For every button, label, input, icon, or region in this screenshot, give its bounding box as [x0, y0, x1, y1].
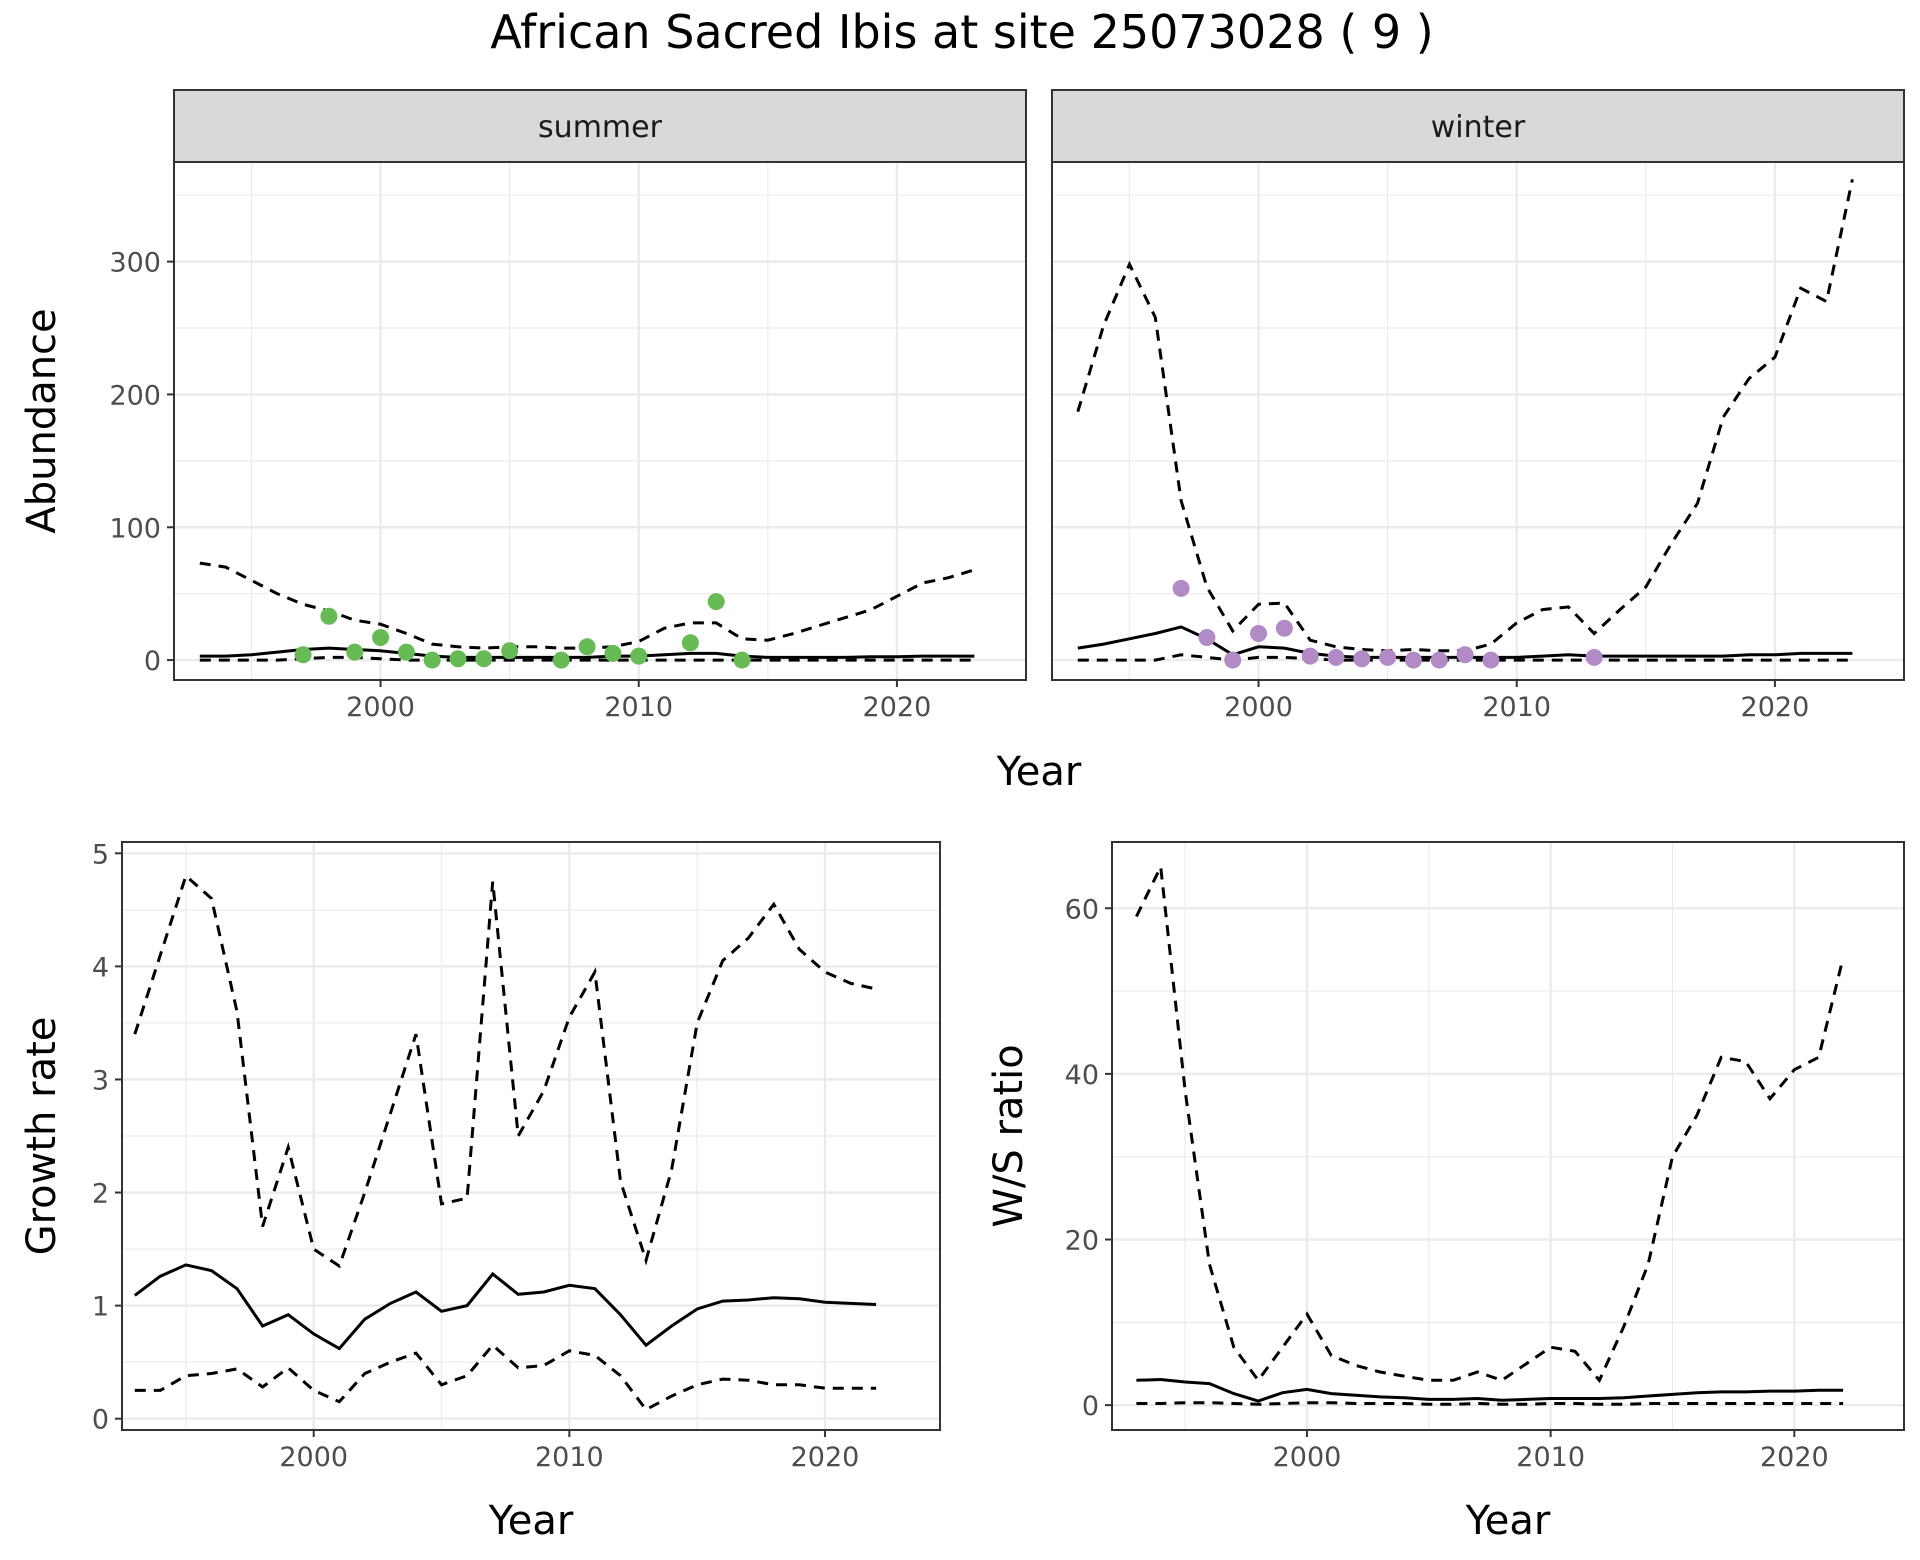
data-point	[501, 642, 519, 660]
data-point	[449, 650, 467, 668]
x-tick-label: 2010	[535, 1442, 604, 1473]
facet-strip	[1051, 89, 1905, 163]
upper-bound-line	[133, 873, 877, 1269]
facet-strip	[173, 89, 1027, 163]
mean-line	[199, 646, 975, 659]
y-axis-title: Abundance	[19, 308, 65, 533]
y-tick-label: 40	[1065, 1060, 1099, 1091]
chart-title: African Sacred Ibis at site 25073028 ( 9…	[490, 5, 1434, 59]
upper-bound-line	[1076, 178, 1854, 653]
data-point	[733, 651, 751, 669]
x-tick-label: 2000	[346, 692, 415, 723]
data-point	[1456, 646, 1474, 664]
data-point	[707, 593, 725, 611]
facet-strip-label: summer	[538, 110, 663, 145]
data-point	[1327, 648, 1345, 666]
y-tick-label: 4	[92, 952, 109, 983]
mean-line	[1136, 1377, 1844, 1403]
panel-ratio: 2000 2010 2020 0 20 40 60	[1065, 841, 1905, 1473]
x-tick-label: 2000	[279, 1442, 348, 1473]
x-axis-title: Year	[488, 1498, 574, 1544]
data-point	[1250, 625, 1268, 643]
x-axis-title: Year	[996, 749, 1082, 795]
data-point	[681, 634, 699, 652]
data-point	[1224, 651, 1242, 669]
y-tick-label: 1	[92, 1292, 109, 1323]
data-point	[1275, 619, 1293, 637]
panel-border	[1051, 161, 1905, 681]
y-axis-title: W/S ratio	[986, 1044, 1032, 1227]
data-point	[346, 643, 364, 661]
x-tick-label: 2010	[604, 692, 673, 723]
y-tick-label: 60	[1065, 894, 1099, 925]
x-tick-label: 2010	[1516, 1442, 1585, 1473]
panel-border	[1111, 841, 1905, 1431]
panel-winter: 2000 2010 2020 winter	[1051, 89, 1905, 723]
data-point	[1585, 648, 1603, 666]
upper-bound-line	[1135, 861, 1845, 1384]
data-point	[630, 647, 648, 665]
x-tick-label: 2000	[1224, 692, 1293, 723]
y-tick-label: 0	[144, 646, 161, 677]
panel-border	[173, 161, 1027, 681]
upper-bound-line	[199, 561, 975, 650]
y-tick-label: 5	[92, 839, 109, 870]
data-point	[294, 646, 312, 664]
y-tick-label: 3	[92, 1065, 109, 1096]
data-point	[1301, 647, 1319, 665]
y-tick-label: 0	[92, 1405, 109, 1436]
data-point	[1198, 628, 1216, 646]
data-point	[1353, 650, 1371, 668]
x-tick-label: 2020	[791, 1442, 860, 1473]
data-point	[1379, 648, 1397, 666]
x-tick-label: 2020	[863, 692, 932, 723]
data-point	[1482, 651, 1500, 669]
data-point	[552, 651, 570, 669]
y-tick-label: 200	[109, 380, 161, 411]
data-point	[320, 607, 338, 625]
y-tick-label: 300	[109, 248, 161, 279]
y-axis-title: Growth rate	[19, 1017, 65, 1256]
mean-line	[133, 1263, 877, 1351]
x-tick-label: 2000	[1273, 1442, 1342, 1473]
panel-border	[121, 841, 941, 1431]
y-tick-label: 20	[1065, 1226, 1099, 1257]
lower-bound-line	[134, 1343, 877, 1412]
data-point	[397, 643, 415, 661]
data-point	[604, 644, 622, 662]
data-point	[423, 651, 441, 669]
y-tick-label: 0	[1082, 1391, 1099, 1422]
lower-bound-line	[1136, 1401, 1844, 1406]
x-tick-label: 2020	[1760, 1442, 1829, 1473]
x-axis-title: Year	[1465, 1498, 1551, 1544]
y-tick-label: 100	[109, 513, 161, 544]
y-tick-label: 2	[92, 1179, 109, 1210]
data-point	[1404, 651, 1422, 669]
lower-bound-line	[199, 655, 975, 662]
x-tick-label: 2020	[1741, 692, 1810, 723]
panel-summer: 2000 2010 2020 0 100 200 300 summer	[109, 89, 1027, 723]
x-tick-label: 2010	[1482, 692, 1551, 723]
facet-strip-label: winter	[1431, 110, 1526, 145]
data-point	[578, 638, 596, 656]
data-point	[1172, 579, 1190, 597]
data-point	[475, 650, 493, 668]
panel-growth: 2000 2010 2020 0 1 2 3 4 5	[92, 839, 941, 1473]
data-point	[1430, 651, 1448, 669]
data-point	[372, 628, 390, 646]
